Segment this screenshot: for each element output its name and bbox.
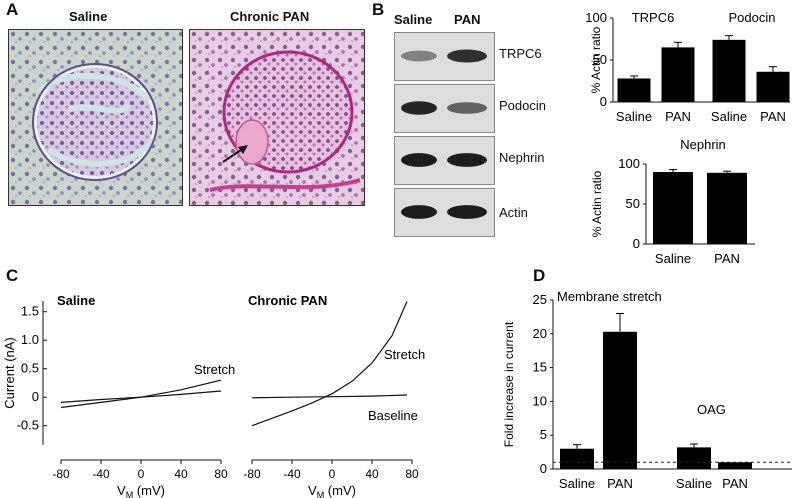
- x-tick-label: 80: [214, 467, 228, 481]
- group-label-membrane-stretch: Membrane stretch: [557, 289, 662, 304]
- micrograph-saline: [8, 29, 183, 206]
- band-trpc6-1: [447, 49, 487, 63]
- panel-label-a: A: [6, 0, 19, 19]
- band-actin-0: [401, 205, 437, 219]
- y-tick-label: -0.5: [17, 418, 39, 433]
- blot-trpc6: [394, 32, 495, 81]
- band-nephrin-1: [447, 153, 487, 167]
- y-tick-label: 1.5: [21, 304, 39, 319]
- x-tick-label: 80: [405, 467, 419, 481]
- y-axis-label: Current (nA): [2, 337, 17, 409]
- bar-3: [718, 462, 752, 469]
- x-tick-label-1: PAN: [714, 251, 740, 266]
- x-tick-label-1: PAN: [665, 109, 691, 124]
- y-tick-label: 50: [626, 196, 640, 211]
- y-axis-label: % Actin ratio: [590, 170, 604, 237]
- y-tick-label: 100: [618, 156, 640, 171]
- blot-label-nephrin: Nephrin: [499, 150, 545, 165]
- band-trpc6-0: [401, 50, 437, 62]
- blot-podocin: [394, 84, 495, 133]
- group-label-trpc6: TRPC6: [632, 10, 675, 25]
- series-label-stretch: Stretch: [384, 347, 425, 362]
- y-axis-label: Fold increase in current: [502, 321, 516, 447]
- chart-c-saline: -80 -40 0 40 80 VM (mV) -0.5 0 0.5 1.0 1.5 Current …: [2, 293, 235, 498]
- blot-lane-label-pan: PAN: [454, 12, 481, 27]
- bar-0: [560, 448, 594, 469]
- x-tick-label-0: Saline: [655, 251, 691, 266]
- series-label-baseline: Baseline: [368, 408, 418, 423]
- y-tick-label: 0.5: [21, 361, 39, 376]
- y-tick-label: 25: [533, 292, 547, 307]
- series-label-stretch: Stretch: [194, 362, 235, 377]
- series-line-1: [60, 390, 222, 403]
- chart-b-top: 0 50 100 Saline PAN Saline PAN % Actin ratio TRP…: [585, 10, 790, 124]
- y-tick-label: 15: [533, 360, 547, 375]
- x-tick-label: -40: [92, 467, 110, 481]
- blot-label-podocin: Podocin: [499, 98, 546, 113]
- chart-title: Chronic PAN: [248, 293, 327, 308]
- bar-1: [661, 47, 695, 102]
- blot-label-trpc6: TRPC6: [499, 46, 542, 61]
- band-podocin-0: [401, 101, 437, 115]
- x-tick-label: 0: [138, 467, 145, 481]
- panel-label-d: D: [533, 266, 546, 285]
- bar-2: [712, 39, 746, 102]
- chart-d: 0 5 10 15 20 25 Saline PAN Saline PAN Fold increas…: [502, 289, 792, 491]
- y-tick-label: 10: [533, 393, 547, 408]
- x-tick-label: 0: [329, 467, 336, 481]
- y-tick-label: 0: [32, 389, 39, 404]
- blot-nephrin: [394, 136, 495, 185]
- bar-1: [603, 331, 637, 469]
- x-tick-label: 40: [365, 467, 379, 481]
- chart-title: Saline: [57, 293, 95, 308]
- series-line-1: [251, 394, 408, 399]
- band-actin-1: [447, 205, 487, 219]
- blot-lane-label-saline: Saline: [394, 12, 433, 27]
- x-tick-label-3: PAN: [722, 476, 748, 491]
- y-tick-label: 100: [585, 10, 607, 25]
- panel-label-b: B: [372, 0, 385, 19]
- y-tick-label: 0: [633, 236, 640, 251]
- micrograph-title-pan: Chronic PAN: [230, 9, 310, 24]
- x-tick-label-3: PAN: [760, 109, 786, 124]
- x-axis-label: VM (mV): [308, 483, 356, 498]
- bar-3: [756, 71, 790, 102]
- blot-label-actin: Actin: [499, 205, 528, 220]
- panel-label-c: C: [6, 266, 19, 285]
- x-axis-label: VM (mV): [117, 483, 165, 498]
- bar-2: [677, 447, 711, 469]
- x-tick-label-0: Saline: [559, 476, 595, 491]
- blot-actin: [394, 188, 495, 237]
- micrograph-title-saline: Saline: [69, 9, 108, 24]
- y-tick-label: 50: [593, 52, 607, 67]
- x-tick-label-2: Saline: [676, 476, 712, 491]
- band-nephrin-0: [401, 153, 437, 167]
- x-tick-label: 40: [174, 467, 188, 481]
- chart-c-pan: -80 -40 0 40 80 VM (mV) Chronic PAN Stretch Base…: [243, 293, 425, 498]
- chart-b-bottom: 0 50 100 Saline PAN % Actin ratio Nephrin: [590, 137, 755, 266]
- bar-0: [653, 172, 693, 244]
- bar-1: [707, 172, 747, 244]
- series-line-0: [60, 379, 222, 409]
- x-tick-label: -40: [283, 467, 301, 481]
- series-line-0: [251, 301, 408, 427]
- y-tick-label: 5: [540, 427, 547, 442]
- x-tick-label: -80: [243, 467, 261, 481]
- x-tick-label-0: Saline: [616, 109, 652, 124]
- y-tick-label: 0: [540, 461, 547, 476]
- band-podocin-1: [447, 102, 487, 114]
- chart-title: Nephrin: [680, 137, 726, 152]
- y-tick-label: 20: [533, 326, 547, 341]
- group-label-oag: OAG: [697, 402, 726, 417]
- y-axis-label: % Actin ratio: [589, 26, 603, 93]
- y-tick-label: 1.0: [21, 332, 39, 347]
- x-tick-label-2: Saline: [711, 109, 747, 124]
- micrograph-chronic-pan: [189, 29, 365, 206]
- x-tick-label-1: PAN: [607, 476, 633, 491]
- y-tick-label: 0: [600, 94, 607, 109]
- group-label-podocin: Podocin: [729, 10, 776, 25]
- x-tick-label: -80: [52, 467, 70, 481]
- bar-0: [617, 78, 651, 102]
